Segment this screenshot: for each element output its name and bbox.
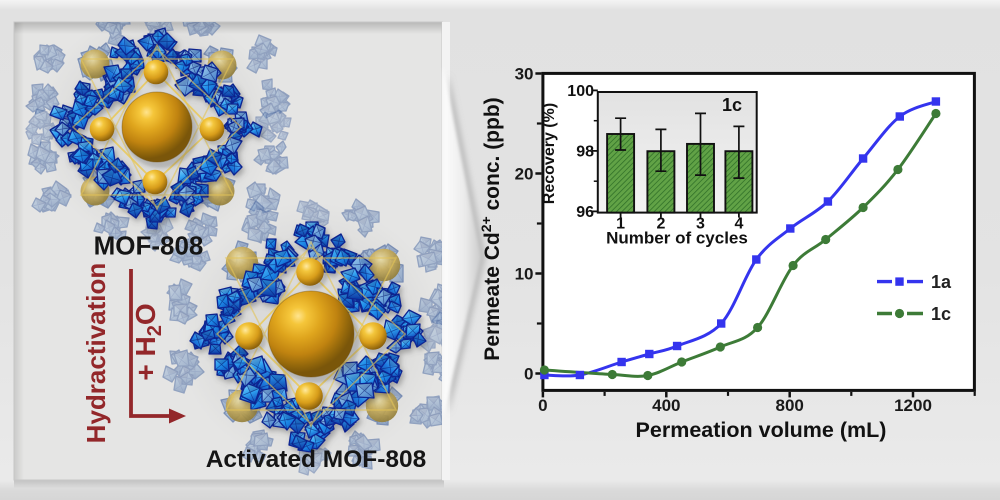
svg-text:800: 800	[776, 396, 804, 415]
svg-text:30: 30	[515, 65, 534, 84]
svg-text:MOF-808: MOF-808	[94, 231, 204, 261]
svg-text:Permeation volume (mL): Permeation volume (mL)	[636, 418, 887, 442]
svg-text:4: 4	[734, 216, 743, 233]
svg-text:1c: 1c	[931, 304, 951, 324]
svg-text:100: 100	[567, 83, 594, 100]
svg-text:1: 1	[616, 216, 625, 233]
svg-text:20: 20	[515, 165, 534, 184]
svg-text:Activated MOF-808: Activated MOF-808	[206, 446, 427, 473]
svg-text:98: 98	[576, 144, 594, 161]
svg-text:10: 10	[515, 265, 534, 284]
svg-text:400: 400	[652, 396, 680, 415]
svg-text:Hydractivation: Hydractivation	[81, 263, 111, 444]
svg-text:0: 0	[538, 396, 547, 415]
svg-text:+ H2O: + H2O	[130, 303, 166, 380]
svg-text:Number of cycles: Number of cycles	[606, 229, 748, 248]
svg-text:Permeate Cd2+ conc. (ppb): Permeate Cd2+ conc. (ppb)	[478, 97, 504, 360]
svg-text:2: 2	[656, 216, 665, 233]
svg-text:3: 3	[696, 216, 705, 233]
svg-text:1c: 1c	[722, 95, 742, 115]
svg-text:1a: 1a	[931, 272, 952, 292]
svg-text:96: 96	[576, 204, 594, 221]
svg-text:1200: 1200	[894, 396, 932, 415]
svg-text:Recovery (%): Recovery (%)	[541, 103, 558, 204]
svg-text:0: 0	[524, 365, 533, 384]
